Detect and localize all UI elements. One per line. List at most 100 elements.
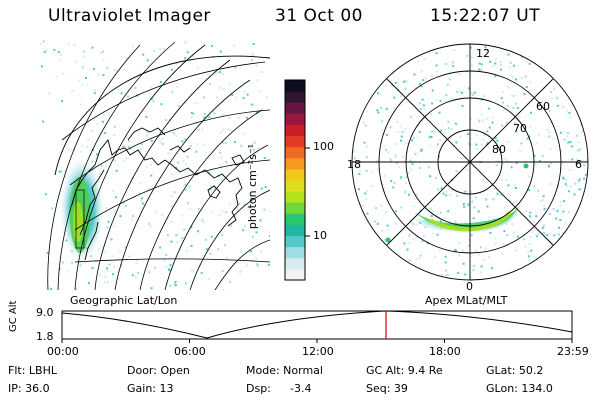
noise-pixel: [552, 208, 555, 211]
noise-pixel: [578, 179, 581, 182]
noise-pixel: [472, 269, 475, 272]
noise-pixel: [472, 93, 475, 96]
noise-pixel: [488, 126, 491, 129]
noise-pixel: [364, 198, 367, 201]
noise-pixel: [568, 210, 570, 213]
noise-pixel: [511, 76, 514, 79]
noise-pixel: [438, 111, 441, 114]
noise-pixel: [202, 96, 205, 99]
noise-pixel: [68, 43, 70, 46]
noise-pixel: [486, 141, 489, 144]
noise-pixel: [125, 157, 128, 160]
noise-pixel: [63, 170, 66, 173]
noise-pixel: [456, 90, 459, 93]
image-date: 31 Oct 00: [275, 6, 363, 26]
noise-pixel: [464, 273, 467, 276]
noise-pixel: [202, 221, 205, 224]
noise-pixel: [506, 105, 509, 108]
noise-pixel: [511, 223, 514, 226]
noise-pixel: [456, 195, 459, 197]
noise-pixel: [415, 223, 418, 226]
noise-pixel: [104, 132, 107, 135]
colorbar-segment: [285, 257, 305, 270]
colorbar-segment: [285, 213, 305, 225]
noise-pixel: [371, 171, 374, 174]
noise-pixel: [405, 142, 408, 145]
noise-pixel: [364, 124, 367, 127]
noise-pixel: [189, 207, 192, 210]
noise-pixel: [447, 210, 450, 213]
noise-pixel: [154, 266, 157, 269]
noise-pixel: [558, 226, 560, 229]
noise-pixel: [101, 120, 104, 123]
noise-pixel: [428, 136, 431, 139]
noise-pixel: [444, 216, 447, 219]
noise-pixel: [103, 281, 106, 284]
noise-pixel: [510, 166, 513, 169]
noise-pixel: [358, 172, 361, 175]
noise-pixel: [458, 241, 461, 244]
colorbar-segment: [285, 168, 305, 181]
noise-pixel: [528, 243, 531, 245]
noise-pixel: [402, 80, 405, 83]
noise-pixel: [527, 250, 529, 253]
noise-pixel: [197, 208, 200, 210]
noise-pixel: [234, 140, 236, 143]
noise-pixel: [174, 234, 177, 237]
noise-pixel: [552, 234, 555, 237]
noise-pixel: [252, 149, 255, 152]
noise-pixel: [533, 154, 536, 157]
noise-pixel: [106, 270, 109, 273]
noise-pixel: [533, 227, 535, 230]
noise-pixel: [452, 61, 454, 64]
noise-pixel: [499, 64, 502, 66]
noise-pixel: [395, 161, 398, 164]
aurora-peak-geo: [73, 202, 83, 242]
noise-pixel: [502, 161, 505, 164]
noise-pixel: [252, 43, 255, 45]
instrument-title: Ultraviolet Imager: [48, 6, 211, 26]
noise-pixel: [42, 40, 45, 43]
noise-pixel: [239, 269, 242, 272]
colorbar-segment: [285, 135, 305, 148]
noise-pixel: [207, 277, 210, 280]
noise-pixel: [528, 62, 531, 65]
noise-pixel: [420, 85, 423, 88]
noise-pixel: [501, 124, 504, 127]
noise-pixel: [491, 121, 494, 124]
lat-label-80: 80: [492, 143, 506, 156]
noise-pixel: [42, 120, 45, 123]
noise-pixel: [438, 249, 441, 252]
noise-pixel: [496, 139, 499, 142]
noise-pixel: [175, 234, 178, 236]
noise-pixel: [505, 159, 508, 162]
noise-pixel: [363, 141, 366, 144]
noise-pixel: [161, 142, 164, 145]
noise-pixel: [40, 43, 43, 45]
longitude-grid: [47, 41, 270, 290]
noise-pixel: [119, 215, 122, 218]
colorbar-segment: [285, 146, 305, 159]
noise-pixel: [106, 226, 109, 229]
noise-pixel: [517, 107, 519, 110]
noise-pixel: [418, 167, 421, 169]
noise-pixel: [253, 141, 256, 144]
noise-pixel: [404, 182, 407, 185]
noise-pixel: [468, 142, 471, 145]
noise-pixel: [376, 168, 379, 171]
noise-pixel: [400, 139, 402, 142]
noise-pixel: [209, 83, 212, 85]
noise-pixel: [257, 264, 259, 267]
noise-pixel: [389, 157, 392, 160]
noise-pixel: [564, 183, 567, 186]
noise-pixel: [112, 190, 115, 193]
info-gain: Gain: 13: [127, 382, 174, 395]
noise-pixel: [362, 204, 365, 207]
noise-pixel: [216, 96, 218, 99]
noise-pixel: [221, 73, 224, 76]
noise-pixel: [451, 128, 454, 130]
noise-pixel: [408, 242, 411, 244]
noise-pixel: [521, 77, 524, 80]
info-seq: Seq: 39: [366, 382, 408, 395]
